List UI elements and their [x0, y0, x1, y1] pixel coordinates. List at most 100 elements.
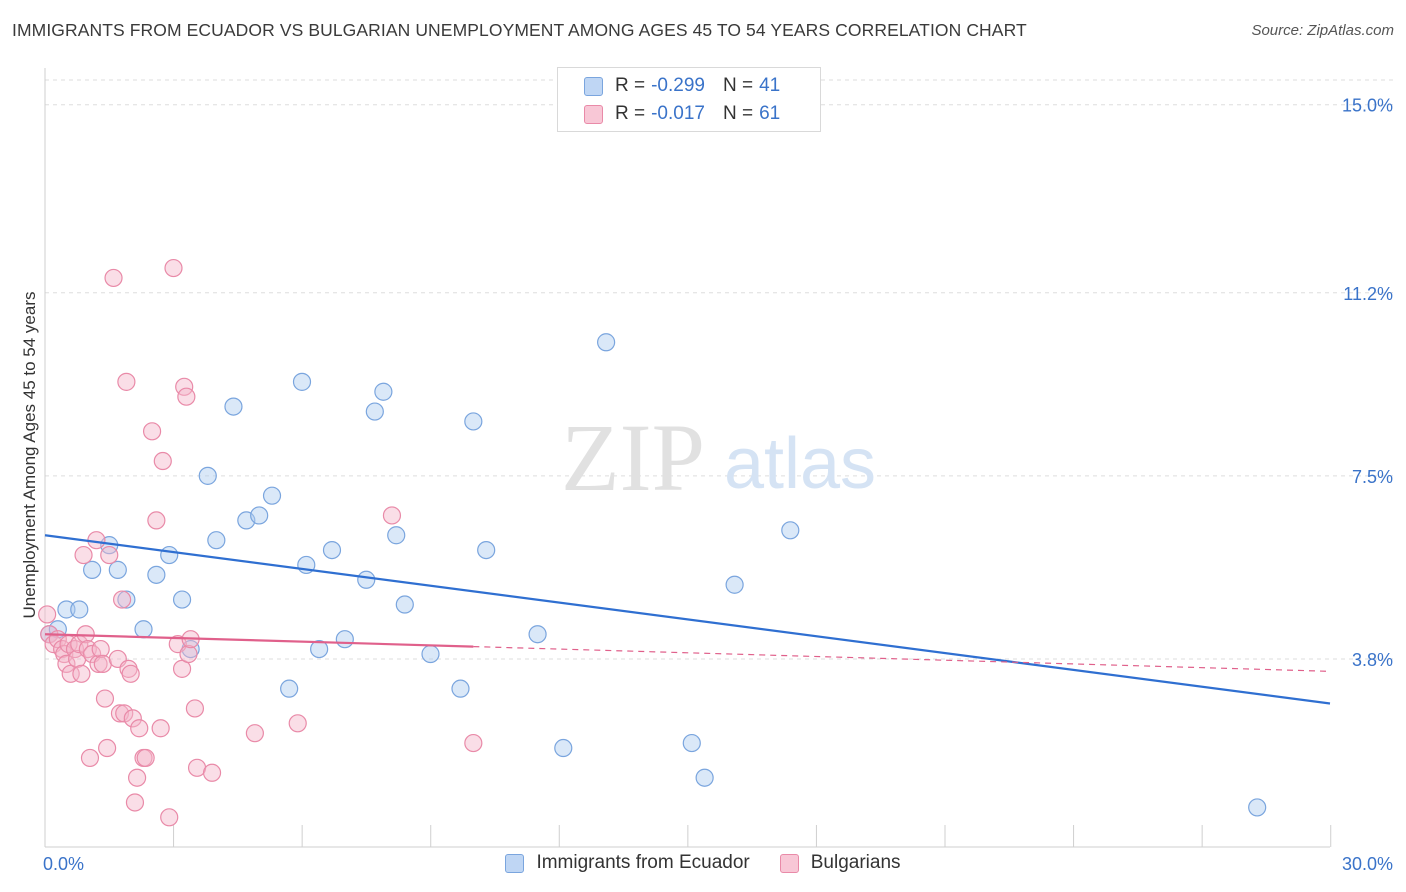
y-tick-label: 15.0% — [1342, 96, 1393, 116]
point-ecuador — [682, 733, 701, 753]
point-ecuador — [477, 540, 496, 560]
x-tick-label: 30.0% — [1342, 854, 1393, 874]
point-ecuador — [451, 679, 470, 698]
point-bulgarians — [160, 808, 179, 827]
watermark-atlas: atlas — [724, 424, 876, 504]
y-tick-label: 3.8% — [1352, 650, 1393, 670]
point-bulgarians — [89, 654, 108, 674]
point-ecuador — [310, 639, 329, 659]
point-bulgarians — [38, 605, 57, 624]
trendline-bulgarians — [44, 633, 474, 648]
point-ecuador — [224, 397, 243, 416]
point-ecuador — [70, 600, 89, 619]
legend-swatch-blue — [505, 853, 525, 873]
point-bulgarians — [95, 689, 115, 708]
x-tick-labels: 0.0% 30.0% — [43, 854, 1393, 874]
point-ecuador — [292, 372, 312, 391]
point-bulgarians — [130, 719, 149, 738]
point-ecuador — [781, 521, 800, 540]
point-ecuador — [365, 402, 384, 421]
point-ecuador — [528, 625, 547, 644]
point-bulgarians — [112, 590, 132, 609]
point-ecuador — [464, 412, 483, 431]
point-ecuador — [280, 679, 299, 698]
legend-r-value: -0.299 — [651, 75, 705, 96]
point-bulgarians — [177, 387, 196, 406]
legend-r-label: R = — [615, 103, 646, 124]
point-ecuador — [160, 545, 179, 565]
legend-n-value: 41 — [759, 75, 781, 96]
point-ecuador — [322, 540, 342, 560]
series-legend: Immigrants from Ecuador Bulgarians — [0, 852, 1406, 874]
point-bulgarians — [151, 719, 170, 738]
point-bulgarians — [80, 748, 100, 768]
point-bulgarians — [91, 639, 110, 659]
point-bulgarians — [245, 724, 264, 743]
point-ecuador — [172, 590, 192, 609]
point-ecuador — [395, 595, 414, 614]
point-ecuador — [695, 768, 714, 787]
point-bulgarians — [382, 506, 402, 525]
legend-n-value: 61 — [759, 103, 781, 124]
point-ecuador — [262, 486, 282, 505]
point-ecuador — [108, 560, 127, 579]
legend-swatch-pink — [779, 853, 799, 873]
trendline-ecuador — [44, 534, 1331, 705]
chart-title: IMMIGRANTS FROM ECUADOR VS BULGARIAN UNE… — [12, 20, 1027, 40]
legend-item-ecuador[interactable]: Immigrants from Ecuador — [505, 852, 750, 874]
point-bulgarians — [57, 654, 76, 674]
point-bulgarians — [153, 451, 172, 471]
point-bulgarians — [121, 664, 140, 683]
legend-swatch-blue — [584, 76, 603, 96]
point-ecuador — [117, 590, 136, 609]
point-bulgarians — [288, 714, 307, 733]
point-bulgarians — [117, 372, 136, 391]
legend-row-ecuador: R = -0.299 N = 41 — [584, 74, 780, 98]
y-tick-label: 7.5% — [1352, 467, 1393, 487]
point-bulgarians — [147, 511, 166, 530]
point-bulgarians — [202, 763, 222, 782]
x-tick-label: 0.0% — [43, 854, 84, 874]
points — [38, 258, 1267, 827]
point-ecuador — [725, 575, 744, 594]
legend-n-label: N = — [722, 75, 754, 96]
point-bulgarians — [115, 704, 134, 723]
point-ecuador — [147, 565, 166, 584]
point-bulgarians — [74, 545, 93, 565]
point-bulgarians — [185, 699, 205, 718]
point-ecuador — [207, 531, 226, 550]
point-ecuador — [83, 560, 102, 579]
point-bulgarians — [127, 768, 147, 787]
watermark: ZIP atlas — [561, 404, 876, 511]
point-ecuador — [57, 600, 76, 619]
point-bulgarians — [100, 545, 119, 565]
point-bulgarians — [125, 793, 145, 812]
point-bulgarians — [104, 268, 123, 288]
point-bulgarians — [464, 733, 483, 753]
axes — [44, 68, 1332, 848]
point-bulgarians — [179, 644, 198, 664]
legend-item-bulgarians[interactable]: Bulgarians — [779, 852, 901, 874]
correlation-legend: R = -0.299 N = 41 R = -0.017 N = 61 — [557, 67, 821, 132]
y-axis-label: Unemployment Among Ages 45 to 54 years — [20, 291, 39, 619]
y-tick-labels: 3.8% 7.5% 11.2% 15.0% — [1342, 96, 1393, 670]
point-bulgarians — [72, 664, 91, 683]
point-ecuador — [597, 333, 616, 352]
point-ecuador — [134, 620, 153, 639]
point-ecuador — [198, 466, 217, 485]
grid — [45, 79, 1395, 660]
point-ecuador — [1248, 798, 1267, 817]
point-ecuador — [335, 630, 354, 649]
legend-r-label: R = — [615, 75, 646, 96]
legend-label-ecuador: Immigrants from Ecuador — [536, 852, 750, 873]
point-bulgarians — [136, 748, 155, 768]
source-credit: Source: ZipAtlas.com — [1251, 22, 1394, 39]
watermark-zip: ZIP — [561, 404, 705, 511]
point-ecuador — [554, 738, 573, 758]
point-bulgarians — [164, 258, 183, 278]
point-ecuador — [250, 506, 269, 525]
point-ecuador — [374, 382, 393, 401]
point-bulgarians — [123, 709, 142, 728]
legend-r-value: -0.017 — [651, 103, 705, 124]
